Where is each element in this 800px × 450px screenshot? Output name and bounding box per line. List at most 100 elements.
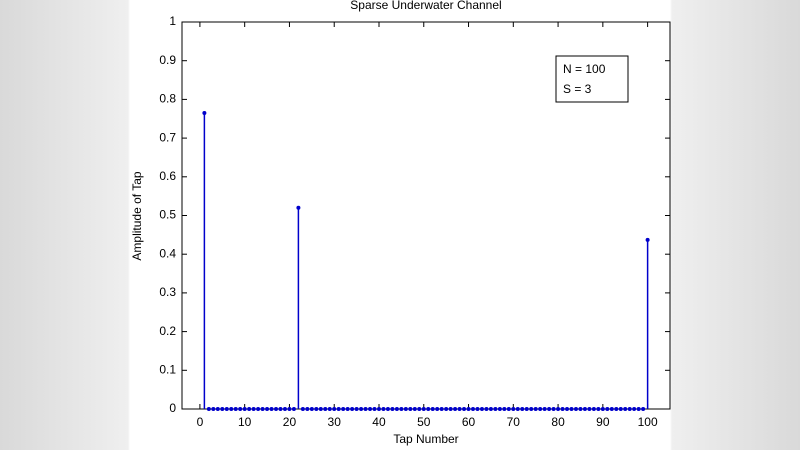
stem-marker xyxy=(533,407,538,411)
stem-marker xyxy=(336,407,341,411)
stem-marker xyxy=(287,407,292,411)
stem-marker xyxy=(430,407,435,411)
stem-marker xyxy=(614,407,619,411)
stem-marker xyxy=(224,407,229,411)
stem-marker xyxy=(641,407,646,411)
stem-marker xyxy=(296,205,301,210)
stem-marker xyxy=(332,407,337,411)
chart-title: Sparse Underwater Channel xyxy=(350,0,501,12)
annotation-text: S = 3 xyxy=(563,82,592,96)
stem-marker xyxy=(591,407,596,411)
x-tick-label: 10 xyxy=(238,415,252,429)
stem-marker xyxy=(309,407,314,411)
stem-marker xyxy=(645,237,650,242)
stem-marker xyxy=(569,407,574,411)
stem-marker xyxy=(300,407,305,411)
stem-marker xyxy=(229,407,234,411)
annotation-box xyxy=(555,55,629,103)
stem-marker xyxy=(251,407,256,411)
stem-marker xyxy=(341,407,346,411)
stem-marker xyxy=(493,407,498,411)
x-tick-label: 80 xyxy=(551,415,565,429)
x-tick-label: 50 xyxy=(417,415,431,429)
stem-marker xyxy=(565,407,570,411)
y-tick-label: 1 xyxy=(169,14,176,28)
stem-marker xyxy=(573,407,578,411)
stem-marker xyxy=(363,407,368,411)
stem-marker xyxy=(623,407,628,411)
stem-marker xyxy=(318,407,323,411)
stem-marker xyxy=(417,407,422,411)
y-tick-label: 0.6 xyxy=(159,169,176,183)
stem-marker xyxy=(475,407,480,411)
stem-marker xyxy=(274,407,279,411)
stem-marker xyxy=(578,407,583,411)
stem-marker xyxy=(390,407,395,411)
stem-marker xyxy=(215,407,220,411)
stem-marker xyxy=(605,407,610,411)
x-tick-label: 100 xyxy=(638,415,658,429)
stem-marker xyxy=(444,407,449,411)
stem-marker xyxy=(506,407,511,411)
stem-marker xyxy=(211,407,216,411)
stem-marker xyxy=(260,407,265,411)
stem-marker xyxy=(515,407,520,411)
stem-marker xyxy=(238,407,243,411)
stem-marker xyxy=(538,407,543,411)
y-tick-label: 0 xyxy=(169,401,176,415)
stem-marker xyxy=(520,407,525,411)
stem-marker xyxy=(408,407,413,411)
stem-marker xyxy=(354,407,359,411)
stem-marker xyxy=(502,407,507,411)
stem-marker xyxy=(636,407,641,411)
stem-marker xyxy=(350,407,355,411)
stem-marker xyxy=(282,407,287,411)
stem-marker xyxy=(242,407,247,411)
y-tick-label: 0.1 xyxy=(159,362,176,376)
stem-marker xyxy=(394,407,399,411)
stem-marker xyxy=(497,407,502,411)
stem-marker xyxy=(435,407,440,411)
stem-marker xyxy=(542,407,547,411)
stem-marker xyxy=(376,407,381,411)
x-axis-label: Tap Number xyxy=(393,432,458,446)
stem-marker xyxy=(202,110,207,115)
stem-marker xyxy=(596,407,601,411)
stem-marker xyxy=(471,407,476,411)
x-tick-label: 90 xyxy=(596,415,610,429)
y-tick-label: 0.7 xyxy=(159,130,176,144)
stem-marker xyxy=(206,407,211,411)
stem-marker xyxy=(256,407,261,411)
y-tick-label: 0.4 xyxy=(159,246,176,260)
stem-marker xyxy=(511,407,516,411)
stem-marker xyxy=(426,407,431,411)
stem-marker xyxy=(524,407,529,411)
stem-marker xyxy=(403,407,408,411)
y-tick-label: 0.5 xyxy=(159,208,176,222)
stem-marker xyxy=(627,407,632,411)
stem-marker xyxy=(609,407,614,411)
stem-marker xyxy=(560,407,565,411)
stem-marker xyxy=(600,407,605,411)
stem-marker xyxy=(385,407,390,411)
y-tick-label: 0.2 xyxy=(159,324,176,338)
stem-marker xyxy=(372,407,377,411)
stem-marker xyxy=(399,407,404,411)
x-tick-label: 40 xyxy=(372,415,386,429)
stem-marker xyxy=(421,407,426,411)
stem-marker xyxy=(439,407,444,411)
x-tick-label: 20 xyxy=(283,415,297,429)
stem-marker xyxy=(587,407,592,411)
stem-marker xyxy=(327,407,332,411)
stem-marker xyxy=(488,407,493,411)
stem-marker xyxy=(220,407,225,411)
stem-marker xyxy=(345,407,350,411)
stem-marker xyxy=(632,407,637,411)
annotation-text: N = 100 xyxy=(563,62,606,76)
stem-marker xyxy=(265,407,270,411)
stem-marker xyxy=(457,407,462,411)
stem-marker xyxy=(323,407,328,411)
stem-marker xyxy=(479,407,484,411)
